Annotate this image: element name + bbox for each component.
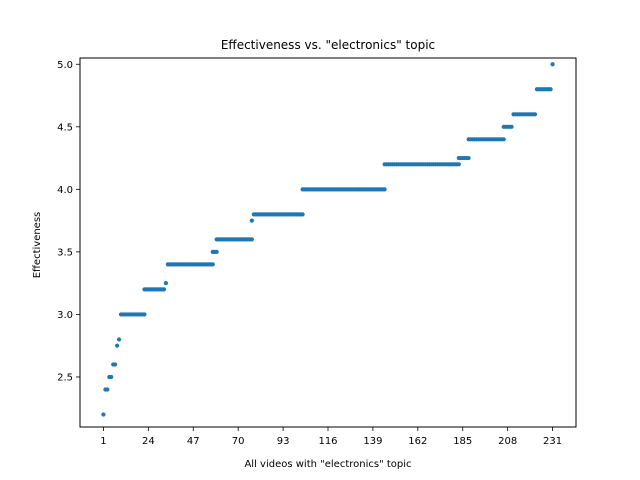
- data-point: [509, 124, 514, 129]
- data-point: [161, 287, 167, 292]
- data-point: [210, 262, 215, 267]
- x-tick-label: 47: [187, 436, 200, 447]
- x-tick-label: 93: [277, 436, 290, 447]
- data-points: [101, 62, 555, 417]
- data-point: [113, 362, 118, 367]
- y-tick-label: 4.5: [57, 122, 73, 133]
- y-tick-label: 5.0: [57, 60, 73, 71]
- x-tick-label: 139: [363, 436, 382, 447]
- data-point: [249, 218, 254, 223]
- data-point: [116, 337, 122, 342]
- data-point: [142, 312, 147, 317]
- plot-frame: [79, 57, 577, 428]
- x-tick-label: 162: [408, 436, 427, 447]
- data-point: [101, 412, 106, 417]
- data-point: [548, 87, 553, 92]
- data-point: [115, 343, 120, 348]
- y-tick-label: 2.5: [57, 372, 73, 383]
- y-tick-label: 3.0: [57, 310, 73, 321]
- chart-title: Effectiveness vs. "electronics" topic: [221, 38, 435, 52]
- y-axis-ticks: 2.5 3.0 3.5 4.0 4.5 5.0: [57, 60, 80, 383]
- data-point: [163, 281, 169, 286]
- data-point: [300, 212, 305, 217]
- data-point: [382, 187, 387, 192]
- x-tick-label: 24: [142, 436, 155, 447]
- y-tick-label: 3.5: [57, 247, 73, 258]
- data-point: [109, 374, 114, 380]
- x-tick-label: 231: [543, 436, 562, 447]
- data-point: [214, 249, 219, 254]
- x-axis-label: All videos with "electronics" topic: [244, 459, 411, 470]
- x-tick-label: 208: [498, 436, 517, 447]
- data-point: [532, 112, 538, 117]
- data-point: [105, 387, 110, 392]
- x-tick-label: 70: [232, 436, 245, 447]
- data-point: [550, 62, 555, 67]
- y-axis-label: Effectiveness: [32, 212, 43, 279]
- data-point: [249, 237, 254, 242]
- x-tick-label: 116: [318, 436, 337, 447]
- y-tick-label: 4.0: [57, 185, 73, 196]
- x-axis-ticks: 1 24 47 70 93 116 139 162 185 208 231: [100, 427, 562, 447]
- data-point: [466, 155, 471, 161]
- data-point: [501, 137, 506, 142]
- x-tick-label: 1: [100, 436, 106, 447]
- x-tick-label: 185: [453, 436, 472, 447]
- data-point: [456, 162, 461, 167]
